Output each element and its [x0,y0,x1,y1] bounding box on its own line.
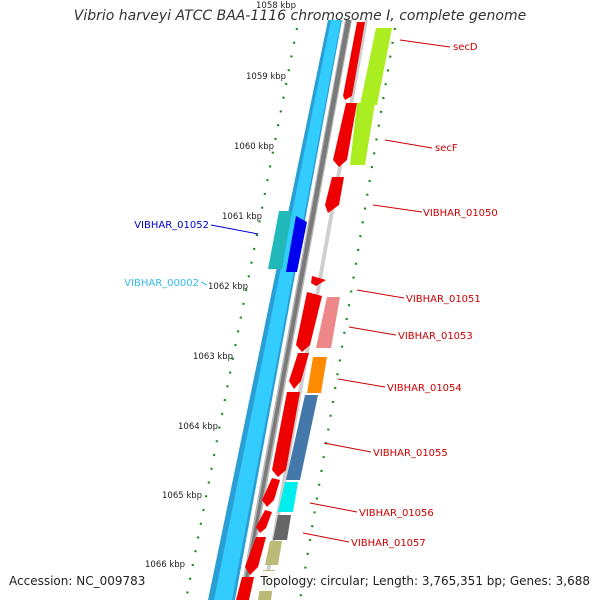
gene-VIBHAR_01056-a [262,478,280,507]
gene-label-vibhar-01053: VIBHAR_01053 [398,331,473,342]
gene-VIBHAR_01057-a [256,510,272,533]
gene-VIBHAR_01052 [286,216,307,272]
gene-VIBHAR_01058-a [245,537,266,575]
gene-VIBHAR_01059-a [236,577,254,600]
ruler-label: 1060 kbp [234,142,274,152]
gene-features[interactable] [236,22,392,600]
ruler-label: 1062 kbp [208,282,248,292]
gene-secF-cds [350,103,375,165]
gene-secD-cds [360,28,392,105]
backbone [208,20,368,600]
gene-label-vibhar-01052: VIBHAR_01052 [134,220,209,231]
gene-label-vibhar-01056: VIBHAR_01056 [359,508,434,519]
ruler-label: 1061 kbp [222,212,262,222]
label-leaders [200,39,451,543]
gene-secF [333,103,357,167]
gene-label-secD: secD [453,42,478,53]
gene-VIBHAR_01051 [311,276,326,286]
footer-left-background [4,571,154,591]
gene-label-vibhar-01055: VIBHAR_01055 [373,448,448,459]
gene-VIBHAR_01050 [325,177,344,213]
gene-label-secF: secF [435,143,458,154]
gene-VIBHAR_01055-a [272,392,300,477]
gene-label-vibhar-01057: VIBHAR_01057 [351,538,426,549]
gene-secD [343,22,365,100]
gene-labels[interactable]: secD secF VIBHAR_01050 VIBHAR_01052 VIBH… [124,42,498,549]
ruler-label: 1064 kbp [178,422,218,432]
ruler-label: 1058 kbp [256,1,296,11]
gene-label-vibhar-00002: VIBHAR_00002 [124,278,199,289]
footer-right-background [256,571,596,591]
gene-label-vibhar-01054: VIBHAR_01054 [387,383,462,394]
genome-stats-label: Topology: circular; Length: 3,765,351 bp… [260,574,590,588]
ruler-label: 1066 kbp [145,560,185,570]
gene-VIBHAR_01053-a [296,292,322,352]
gene-VIBHAR_01052-cds [268,211,292,269]
gene-VIBHAR_01053 [316,297,340,348]
gene-VIBHAR_01054-a [289,353,309,389]
gene-label-vibhar-01050: VIBHAR_01050 [423,208,498,219]
map-title: Vibrio harveyi ATCC BAA-1116 chromosome … [73,8,527,24]
gene-VIBHAR_01055 [286,395,318,480]
accession-label: Accession: NC_009783 [9,574,146,588]
ruler: 1058 kbp 1059 kbp 1060 kbp 1061 kbp 1062… [145,1,296,570]
gene-VIBHAR_01056 [278,482,298,512]
gene-label-vibhar-01051: VIBHAR_01051 [406,294,481,305]
gene-VIBHAR_01057 [273,515,291,540]
ruler-label: 1065 kbp [162,491,202,501]
ruler-label: 1059 kbp [246,72,286,82]
ruler-label: 1063 kbp [193,352,233,362]
gene-VIBHAR_01058 [265,541,282,565]
gene-VIBHAR_01054 [307,357,327,393]
